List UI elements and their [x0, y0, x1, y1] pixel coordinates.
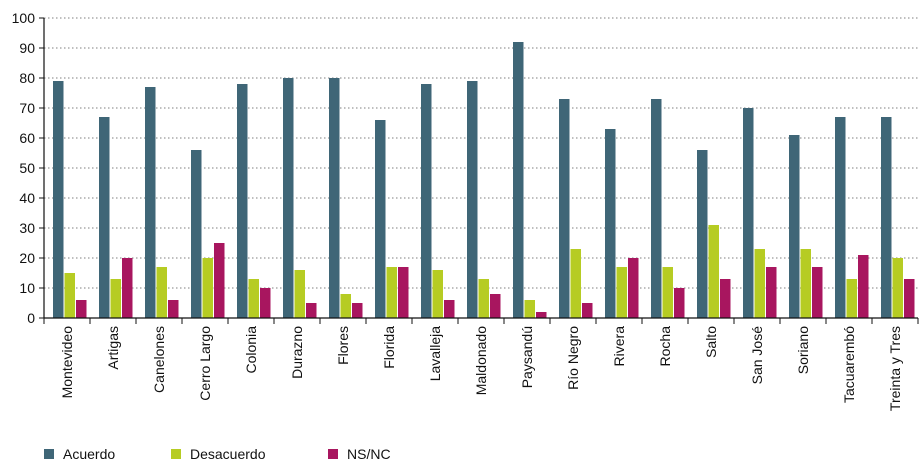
y-tick-label: 50	[19, 160, 35, 176]
x-category-label: Florida	[381, 326, 397, 369]
legend-swatch	[328, 449, 338, 459]
y-tick-label: 90	[19, 40, 35, 56]
y-tick-label: 10	[19, 280, 35, 296]
bar-acuerdo	[191, 150, 202, 318]
bar-acuerdo	[697, 150, 708, 318]
x-category-label: Tacuarembó	[841, 326, 857, 403]
bar-acuerdo	[881, 117, 892, 318]
bar-ns-nc	[260, 288, 271, 318]
y-tick-label: 80	[19, 70, 35, 86]
x-category-label: Canelones	[151, 326, 167, 393]
x-category-label: Lavalleja	[427, 326, 443, 381]
bar-acuerdo	[145, 87, 156, 318]
bar-desacuerdo	[617, 267, 628, 318]
bar-ns-nc	[76, 300, 87, 318]
legend-label: Acuerdo	[63, 446, 115, 462]
y-tick-label: 40	[19, 190, 35, 206]
x-category-label: Rivera	[611, 326, 627, 367]
legend-swatch	[44, 449, 54, 459]
y-tick-label: 60	[19, 130, 35, 146]
bar-desacuerdo	[801, 249, 812, 318]
bar-desacuerdo	[341, 294, 352, 318]
x-category-label: Rocha	[657, 326, 673, 367]
x-category-label: San José	[749, 326, 765, 385]
bar-acuerdo	[99, 117, 110, 318]
bar-ns-nc	[536, 312, 547, 318]
x-category-label: Soriano	[795, 326, 811, 374]
x-category-label: Maldonado	[473, 326, 489, 395]
y-tick-label: 30	[19, 220, 35, 236]
bars	[53, 42, 915, 318]
bar-ns-nc	[720, 279, 731, 318]
legend: Acuerdo Desacuerdo NS/NC	[44, 446, 391, 462]
bar-desacuerdo	[295, 270, 306, 318]
bar-desacuerdo	[249, 279, 260, 318]
bar-acuerdo	[651, 99, 662, 318]
x-category-label: Durazno	[289, 326, 305, 379]
bar-desacuerdo	[433, 270, 444, 318]
bar-ns-nc	[766, 267, 777, 318]
bar-ns-nc	[674, 288, 685, 318]
x-category-label: Salto	[703, 326, 719, 358]
bar-ns-nc	[168, 300, 179, 318]
x-category-label: Flores	[335, 326, 351, 365]
x-category-label: Treinta y Tres	[887, 326, 903, 411]
bar-ns-nc	[122, 258, 133, 318]
x-category-label: Paysandú	[519, 326, 535, 388]
x-category-label: Cerro Largo	[197, 326, 213, 401]
bar-acuerdo	[421, 84, 432, 318]
bar-acuerdo	[53, 81, 64, 318]
bar-acuerdo	[283, 78, 294, 318]
grid-lines	[44, 18, 918, 288]
x-category-label: Artigas	[105, 326, 121, 370]
legend-label: NS/NC	[347, 446, 391, 462]
bar-acuerdo	[789, 135, 800, 318]
bar-ns-nc	[582, 303, 593, 318]
y-tick-label: 70	[19, 100, 35, 116]
bar-ns-nc	[628, 258, 639, 318]
bar-acuerdo	[513, 42, 524, 318]
legend-swatch	[171, 449, 181, 459]
y-tick-label: 0	[27, 310, 35, 326]
bar-desacuerdo	[755, 249, 766, 318]
bar-desacuerdo	[65, 273, 76, 318]
x-category-label: Colonia	[243, 326, 259, 374]
x-category-label: Montevideo	[59, 326, 75, 399]
bar-desacuerdo	[525, 300, 536, 318]
bar-desacuerdo	[571, 249, 582, 318]
bar-ns-nc	[214, 243, 225, 318]
bar-desacuerdo	[479, 279, 490, 318]
x-axis: Montevideo Artigas Canelones Cerro Largo Col…	[44, 318, 918, 411]
bar-acuerdo	[559, 99, 570, 318]
bar-desacuerdo	[157, 267, 168, 318]
bar-ns-nc	[490, 294, 501, 318]
bar-desacuerdo	[847, 279, 858, 318]
bar-ns-nc	[904, 279, 915, 318]
bar-desacuerdo	[893, 258, 904, 318]
bar-acuerdo	[329, 78, 340, 318]
bar-desacuerdo	[387, 267, 398, 318]
y-tick-label: 100	[12, 10, 36, 26]
bar-acuerdo	[605, 129, 616, 318]
x-category-label: Río Negro	[565, 326, 581, 390]
bar-ns-nc	[306, 303, 317, 318]
bar-ns-nc	[812, 267, 823, 318]
bar-ns-nc	[444, 300, 455, 318]
bar-ns-nc	[398, 267, 409, 318]
bar-desacuerdo	[663, 267, 674, 318]
bar-acuerdo	[467, 81, 478, 318]
bar-acuerdo	[375, 120, 386, 318]
bar-ns-nc	[352, 303, 363, 318]
bar-ns-nc	[858, 255, 869, 318]
bar-desacuerdo	[203, 258, 214, 318]
bar-desacuerdo	[111, 279, 122, 318]
y-tick-label: 20	[19, 250, 35, 266]
bar-acuerdo	[835, 117, 846, 318]
y-axis: 0 10 20 30 40 50 60 70 80 90 100	[12, 10, 44, 326]
legend-label: Desacuerdo	[190, 446, 266, 462]
bar-acuerdo	[237, 84, 248, 318]
bar-desacuerdo	[709, 225, 720, 318]
bar-acuerdo	[743, 108, 754, 318]
